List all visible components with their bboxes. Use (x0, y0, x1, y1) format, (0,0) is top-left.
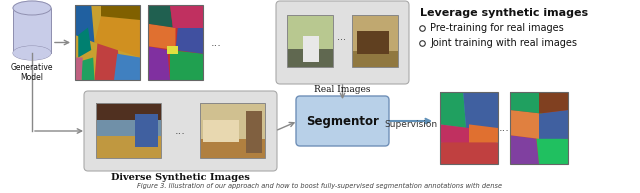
Polygon shape (440, 124, 469, 142)
Text: Joint training with real images: Joint training with real images (430, 38, 577, 48)
Text: Diverse Synthetic Images: Diverse Synthetic Images (111, 173, 250, 182)
Text: Real Images: Real Images (314, 85, 371, 94)
Polygon shape (101, 5, 140, 20)
Bar (75, 5, 140, 80)
Bar (352, 15, 398, 67)
Bar (135, 114, 157, 147)
Polygon shape (75, 5, 95, 42)
Bar (148, 5, 203, 80)
Polygon shape (75, 58, 83, 80)
Polygon shape (170, 5, 203, 27)
Ellipse shape (13, 1, 51, 15)
Text: Supervision: Supervision (385, 120, 438, 129)
Polygon shape (148, 24, 175, 50)
Polygon shape (463, 92, 498, 132)
Bar (204, 119, 239, 141)
Ellipse shape (13, 46, 51, 60)
Bar (287, 49, 333, 67)
Bar (356, 31, 389, 54)
Polygon shape (175, 24, 203, 54)
Bar (246, 111, 262, 152)
Bar (440, 92, 498, 164)
Bar (200, 139, 265, 158)
Bar (287, 15, 333, 67)
Bar (303, 36, 319, 62)
Polygon shape (510, 135, 539, 164)
Text: ...: ... (175, 126, 186, 136)
Polygon shape (539, 110, 568, 139)
Text: Pre-training for real images: Pre-training for real images (430, 23, 564, 33)
Bar (13, 8, 51, 53)
Text: Figure 3. Illustration of our approach and how to boost fully-supervised segment: Figure 3. Illustration of our approach a… (138, 183, 502, 189)
Polygon shape (536, 135, 568, 164)
Bar (510, 92, 568, 164)
Text: ...: ... (499, 123, 509, 133)
Bar (96, 103, 161, 158)
Bar (96, 103, 161, 119)
Polygon shape (440, 139, 498, 164)
Bar (148, 5, 203, 80)
Bar (352, 15, 398, 67)
FancyBboxPatch shape (276, 1, 409, 84)
FancyBboxPatch shape (84, 91, 277, 171)
Text: Leverage synthetic images: Leverage synthetic images (420, 8, 588, 18)
Polygon shape (469, 124, 498, 142)
Polygon shape (148, 5, 173, 27)
Text: Generative
Model: Generative Model (11, 63, 53, 82)
Bar (96, 103, 161, 158)
Polygon shape (78, 27, 92, 58)
Polygon shape (114, 54, 140, 80)
Polygon shape (148, 46, 170, 80)
Polygon shape (80, 58, 95, 80)
Polygon shape (167, 46, 179, 54)
Polygon shape (170, 50, 203, 80)
Bar (96, 136, 161, 158)
Text: Segmentor: Segmentor (306, 114, 379, 128)
Bar (352, 51, 398, 67)
Polygon shape (440, 92, 466, 128)
Polygon shape (510, 92, 542, 114)
Polygon shape (510, 110, 542, 139)
Bar (440, 92, 498, 164)
Polygon shape (95, 39, 120, 80)
Bar (510, 92, 568, 164)
Bar (75, 5, 140, 80)
Text: ...: ... (337, 32, 346, 42)
Bar (200, 103, 265, 158)
Bar (287, 15, 333, 67)
Polygon shape (539, 92, 568, 114)
FancyBboxPatch shape (296, 96, 389, 146)
Text: ...: ... (211, 37, 222, 47)
Bar (200, 103, 265, 158)
Polygon shape (95, 16, 140, 58)
